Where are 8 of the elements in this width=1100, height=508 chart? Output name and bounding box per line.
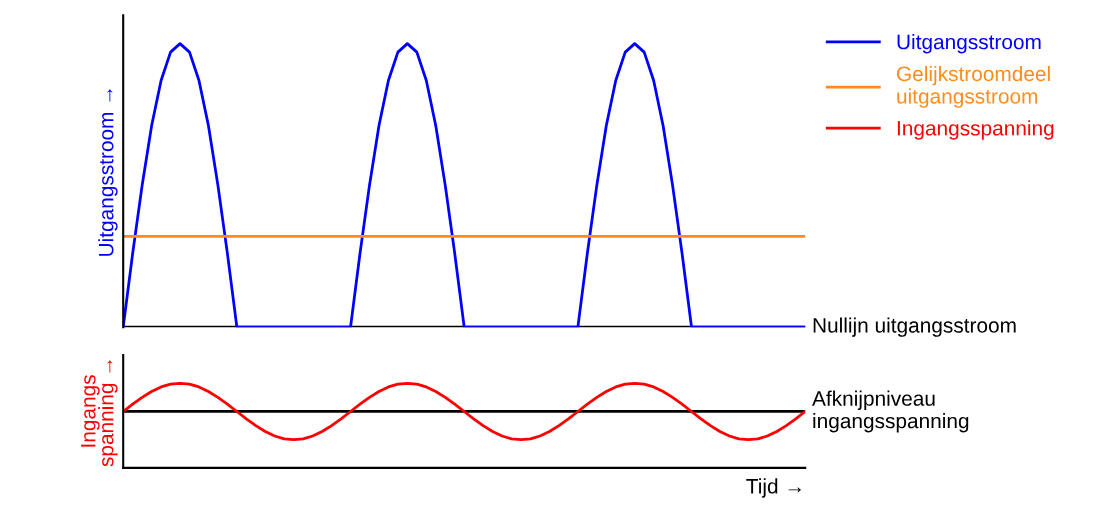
ref-line-label: Nullijn uitgangsstroom [813, 317, 1016, 337]
legend-label: Uitgangsstroom [897, 33, 1041, 54]
y-axis-title: Uitgangsstroom → [98, 89, 118, 256]
legend-label: Gelijkstroomdeel uitgangsstroom [897, 65, 1050, 108]
y-axis-title: Ingangs spanning → [81, 360, 118, 467]
x-axis-title: Tijd → [746, 478, 801, 498]
legend-label: Ingangsspanning [897, 120, 1054, 140]
ref-line-label: Afknijpniveau ingangsspanning [812, 390, 969, 433]
